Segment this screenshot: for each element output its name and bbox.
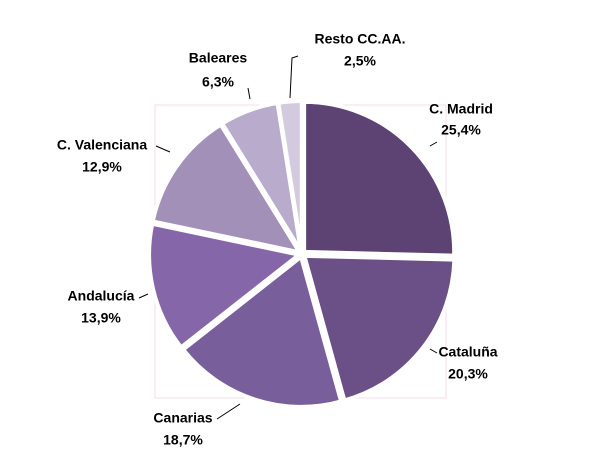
leaders: [138, 55, 438, 420]
pie-slice: [147, 221, 304, 351]
slice-label: Andalucía: [68, 288, 135, 304]
pie-slice: [302, 99, 457, 258]
pie-slice: [301, 253, 457, 403]
slice-label: Resto CC.AA.: [314, 31, 405, 47]
pie-slice: [276, 99, 304, 252]
slice-value-label: 6,3%: [202, 74, 234, 90]
slice-value-label: 12,9%: [82, 159, 122, 175]
slice-value-label: 25,4%: [441, 122, 481, 138]
pie-slice: [150, 121, 304, 256]
slice-label: Baleares: [189, 50, 248, 66]
leader-line: [429, 141, 438, 147]
leader-line: [216, 403, 241, 420]
slice-value-label: 18,7%: [163, 432, 203, 448]
pie-slice: [180, 253, 344, 409]
slice-label: Cataluña: [438, 344, 497, 360]
slice-value-label: 13,9%: [81, 310, 121, 326]
leader-line: [155, 145, 171, 153]
leader-line: [138, 293, 149, 299]
slice-label: C. Valenciana: [57, 137, 147, 153]
slice-value-label: 2,5%: [344, 53, 376, 69]
slice-value-label: 20,3%: [448, 366, 488, 382]
leader-line: [247, 87, 251, 100]
slice-label: C. Madrid: [429, 101, 493, 117]
slice-label: Canarias: [153, 410, 212, 426]
leader-line: [289, 55, 299, 99]
leader-line: [429, 348, 438, 354]
